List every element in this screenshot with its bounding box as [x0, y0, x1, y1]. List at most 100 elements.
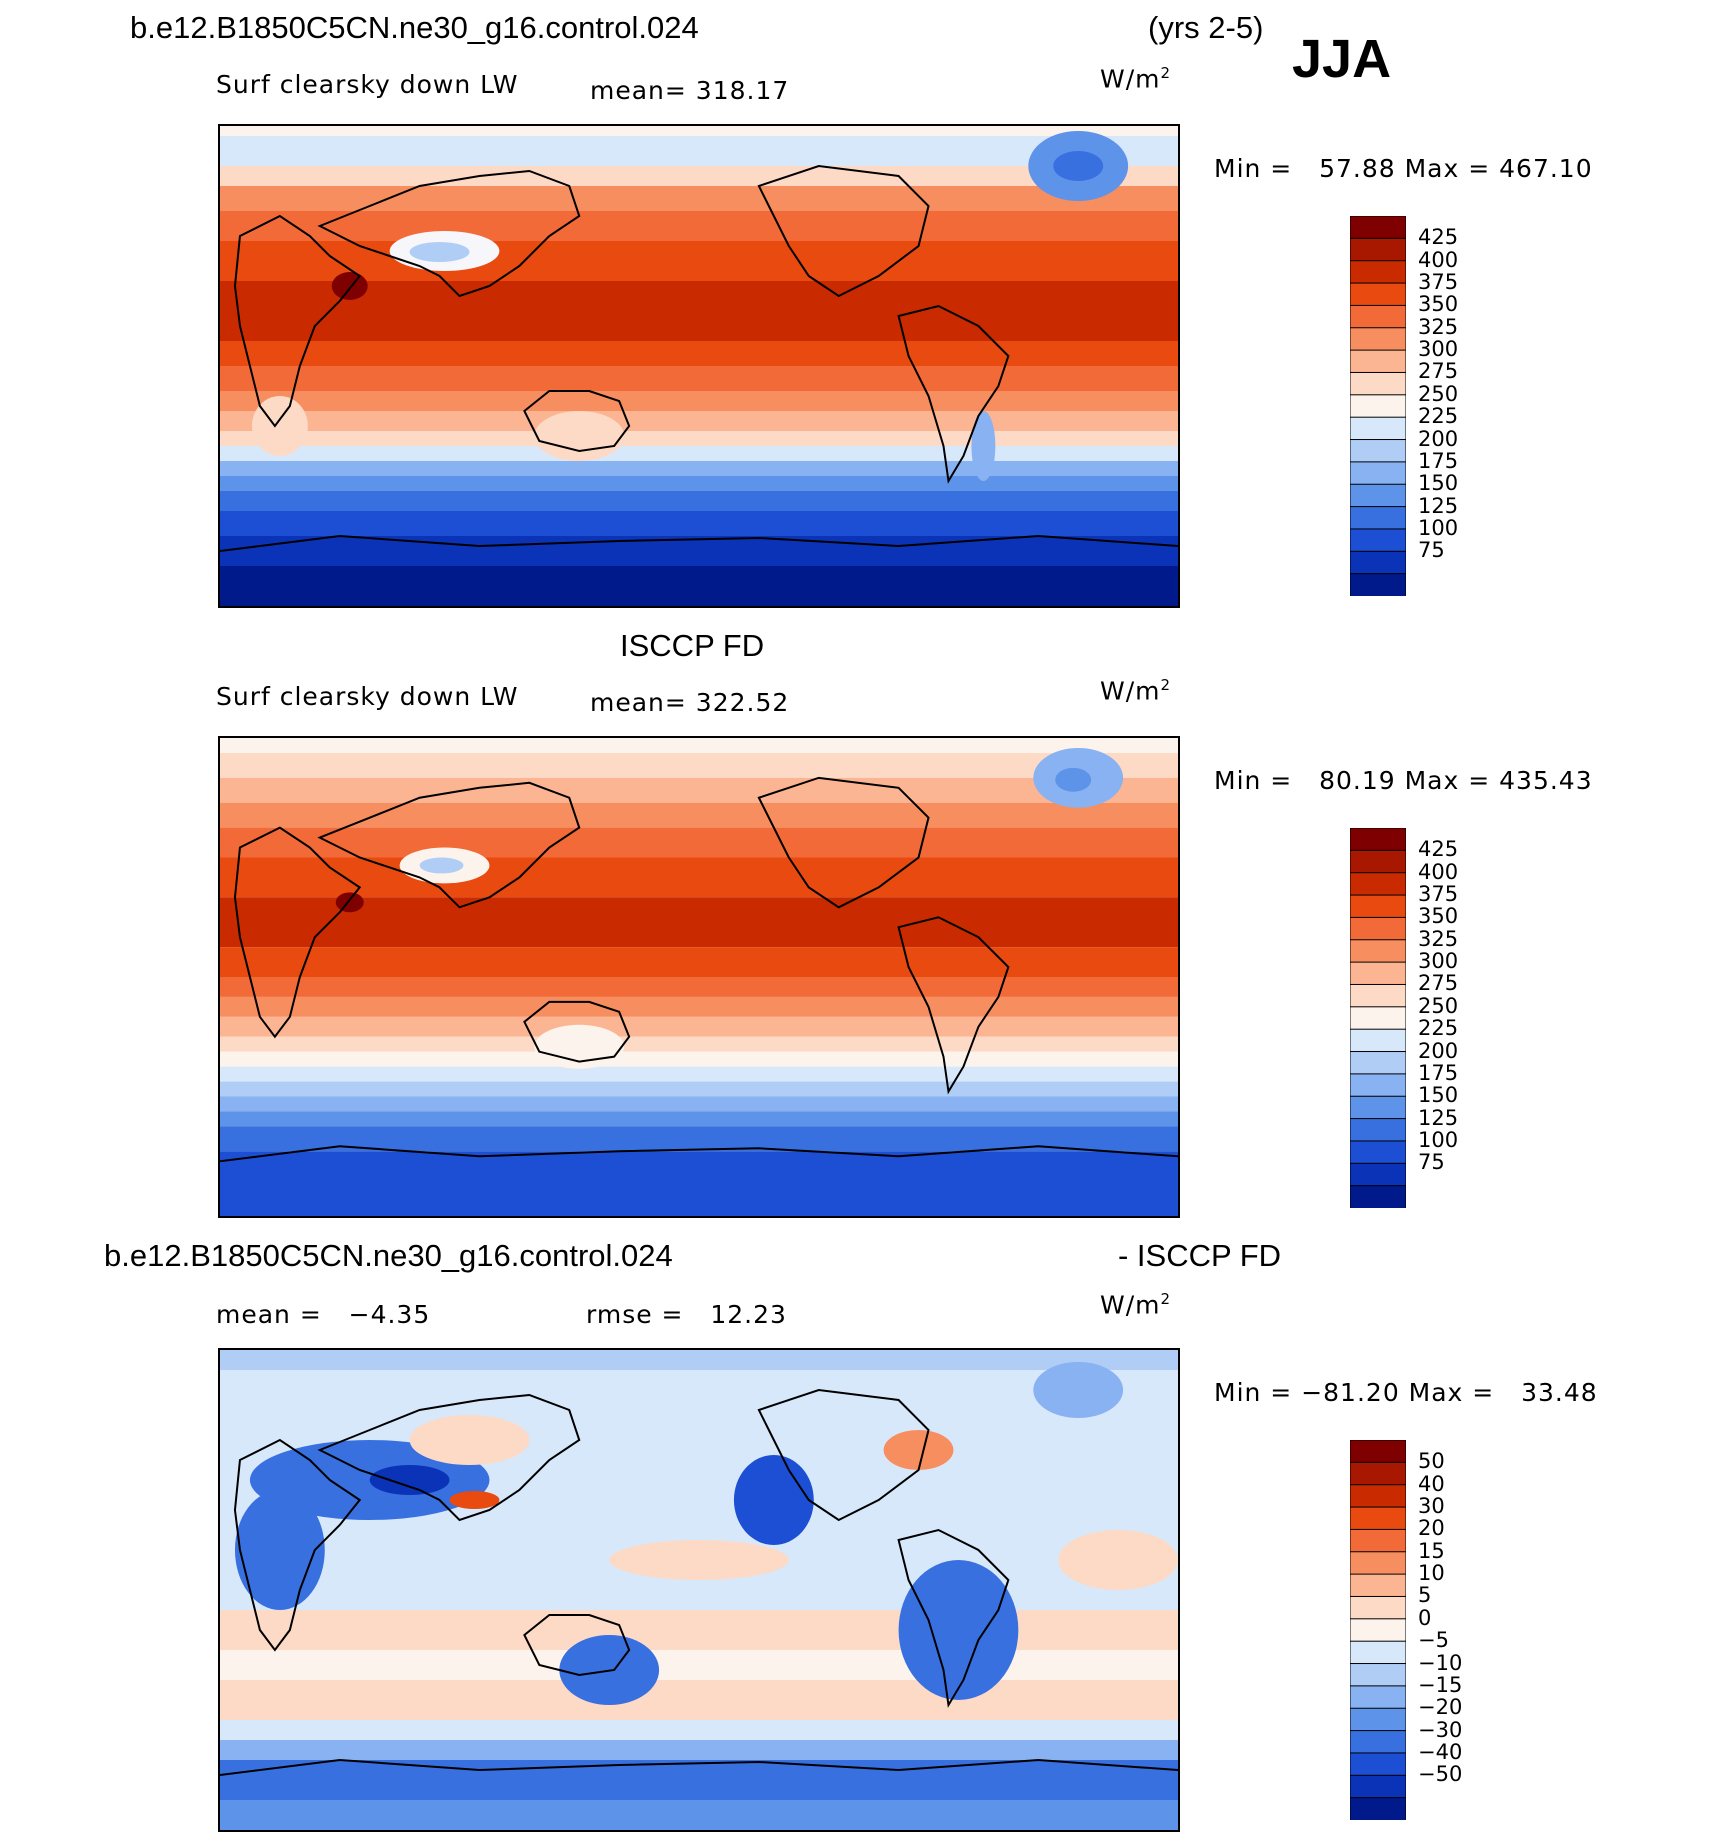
band [220, 491, 1178, 511]
panel3-title-left: b.e12.B1850C5CN.ne30_g16.control.024 [104, 1238, 673, 1273]
panel1-colorbar [1350, 216, 1406, 596]
colorbar-swatch [1350, 1730, 1406, 1754]
colorbar-tick-label: 350 [1418, 292, 1459, 317]
panel2-colorbar-svg [1350, 828, 1406, 1208]
colorbar-tick-label: 40 [1418, 1471, 1445, 1496]
north-america-coast [757, 164, 930, 298]
band [220, 186, 1178, 211]
eurasia-feature [369, 1465, 450, 1495]
panel2-colorbar [1350, 828, 1406, 1208]
colorbar-tick-label: 75 [1418, 538, 1445, 563]
panel2-units: W/m2 [1100, 676, 1172, 706]
band [220, 1081, 1178, 1097]
colorbar-swatch [1350, 1595, 1406, 1620]
colorbar-swatch [1350, 573, 1406, 596]
panel3-min-max: Min = −81.20 Max = 33.48 [1214, 1378, 1598, 1407]
colorbar-swatch [1350, 1797, 1406, 1820]
colorbar-tick-label: 300 [1418, 337, 1459, 362]
panel3-colorbar-labels: 50 40 30 20 15 10 5 0 −5 −10 −15 −20 −30 −40 −50 [1418, 1440, 1498, 1820]
south-america-coast [897, 1528, 1010, 1708]
colorbar-swatch [1350, 1618, 1406, 1643]
colorbar-tick-label: 275 [1418, 971, 1459, 996]
colorbar-tick-label: 425 [1418, 837, 1459, 862]
colorbar-swatch [1350, 1663, 1406, 1687]
panel3-colorbar [1350, 1440, 1406, 1820]
colorbar-tick-label: 100 [1418, 1127, 1459, 1152]
africa-coast [233, 826, 362, 1039]
band [220, 211, 1178, 241]
colorbar-tick-label: 375 [1418, 270, 1459, 295]
panel2-colorbar-labels: 425 400 375 350 325 300 275 250 225 200 175 150 125 1… [1418, 828, 1498, 1208]
panel1-colorbar-svg [1350, 216, 1406, 596]
colorbar-tick-label: 250 [1418, 381, 1459, 406]
colorbar-tick-label: 30 [1418, 1494, 1445, 1519]
panel1-map [218, 124, 1180, 608]
colorbar-swatch [1350, 1440, 1406, 1464]
band [220, 536, 1178, 566]
panel2-mean: mean= 322.52 [590, 688, 790, 717]
colorbar-tick-label: 325 [1418, 314, 1459, 339]
panel3-units: W/m2 [1100, 1290, 1172, 1320]
colorbar-swatch [1350, 416, 1406, 441]
colorbar-tick-label: 200 [1418, 1038, 1459, 1063]
colorbar-swatch [1350, 528, 1406, 553]
colorbar-tick-label: 125 [1418, 493, 1459, 518]
colorbar-swatch [1350, 237, 1406, 262]
band [220, 977, 1178, 997]
tibet-feature [419, 857, 464, 874]
greenland-feature [1055, 767, 1092, 792]
band [220, 446, 1178, 461]
band [220, 1111, 1178, 1127]
colorbar-swatch [1350, 1484, 1406, 1509]
atlantic-feature [1058, 1530, 1178, 1590]
antarctica-coast [220, 1758, 1178, 1776]
colorbar-swatch [1350, 327, 1406, 352]
colorbar-tick-label: 325 [1418, 926, 1459, 951]
colorbar-swatch [1350, 282, 1406, 307]
band [220, 1720, 1178, 1740]
panel3-map [218, 1348, 1180, 1832]
band [220, 126, 1178, 136]
band [220, 947, 1178, 977]
colorbar-swatch [1350, 1051, 1406, 1075]
south-america-coast [897, 916, 1010, 1095]
colorbar-swatch [1350, 1162, 1406, 1187]
band [220, 511, 1178, 536]
colorbar-swatch [1350, 894, 1406, 919]
band [220, 241, 1178, 281]
eurasia-coast [317, 1393, 581, 1522]
colorbar-swatch [1350, 1118, 1406, 1142]
band [220, 827, 1178, 858]
colorbar-swatch [1350, 849, 1406, 874]
colorbar-swatch [1350, 304, 1406, 329]
colorbar-swatch [1350, 260, 1406, 285]
colorbar-tick-label: 20 [1418, 1516, 1445, 1541]
band [220, 281, 1178, 341]
colorbar-swatch [1350, 550, 1406, 575]
eurasia-coast [317, 781, 581, 909]
case-title: b.e12.B1850C5CN.ne30_g16.control.024 [130, 10, 699, 45]
greenland-feature [1053, 151, 1104, 181]
band [220, 461, 1178, 476]
colorbar-swatch [1350, 1573, 1406, 1598]
colorbar-tick-label: 225 [1418, 404, 1459, 429]
colorbar-swatch [1350, 961, 1406, 986]
season-label: JJA [1292, 29, 1392, 89]
colorbar-tick-label: 350 [1418, 904, 1459, 929]
colorbar-tick-label: −15 [1418, 1672, 1463, 1697]
mexico-feature [733, 1455, 814, 1545]
panel2-map-field [220, 738, 1178, 1216]
colorbar-swatch [1350, 1185, 1406, 1208]
colorbar-swatch [1350, 439, 1406, 463]
colorbar-swatch [1350, 828, 1406, 852]
arabia-feature [335, 892, 364, 913]
colorbar-swatch [1350, 1461, 1406, 1486]
panel1-colorbar-labels: 425 400 375 350 325 300 275 250 225 200 175 150 125 1… [1418, 216, 1498, 596]
band [220, 1151, 1178, 1216]
colorbar-tick-label: −5 [1418, 1628, 1449, 1653]
colorbar-tick-label: 50 [1418, 1449, 1445, 1474]
band [220, 391, 1178, 411]
colorbar-swatch [1350, 1640, 1406, 1665]
colorbar-swatch [1350, 1140, 1406, 1165]
colorbar-swatch [1350, 872, 1406, 897]
